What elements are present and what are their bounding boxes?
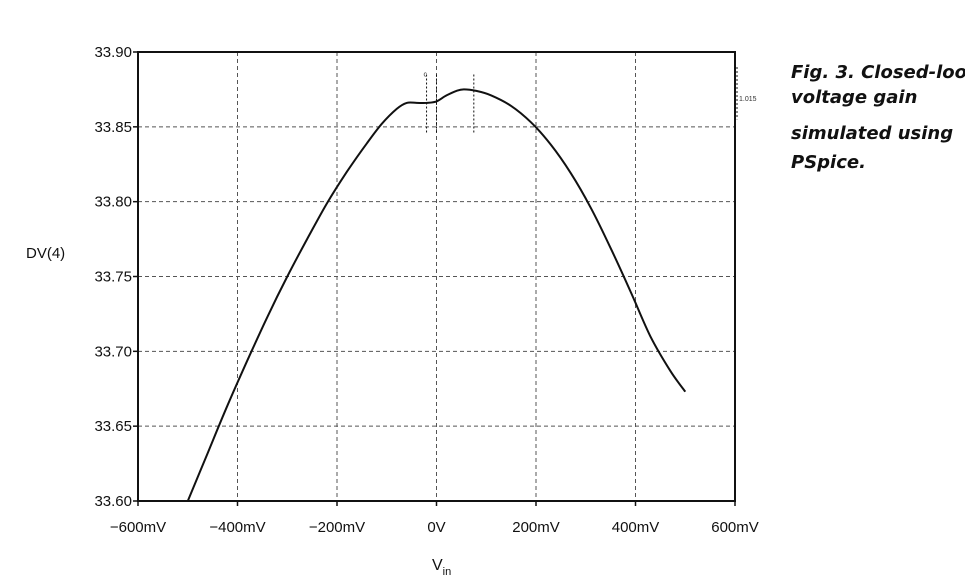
grid	[138, 52, 735, 501]
y-axis-ticks: 33.90 33.85 33.80 33.75 33.70 33.65 33.60	[94, 44, 138, 510]
y-tick-label-0: 33.90	[94, 44, 132, 61]
x-axis-label-main: V	[432, 557, 443, 574]
cursor-markers: c 1.015	[424, 66, 757, 135]
caption-line-1: Fig. 3. Closed-loop	[791, 62, 965, 83]
x-tick-label-2: −200mV	[309, 519, 365, 536]
x-tick-label-6: 600mV	[711, 519, 759, 536]
figure-caption: Fig. 3. Closed-loop voltage gain simulat…	[791, 62, 965, 173]
y-tick-label-3: 33.75	[94, 269, 132, 286]
caption-line-2: voltage gain	[791, 87, 917, 108]
caption-line-3: simulated using	[791, 123, 953, 144]
x-tick-label-0: −600mV	[110, 519, 166, 536]
y-tick-label-4: 33.70	[94, 343, 132, 360]
x-tick-label-3: 0V	[427, 519, 445, 536]
series-line-dv4	[186, 88, 687, 502]
x-axis-label: Vin	[432, 557, 451, 578]
y-tick-label-2: 33.80	[94, 194, 132, 211]
y-axis-label: DV(4)	[26, 245, 65, 262]
x-axis-label-subscript: in	[443, 566, 452, 578]
x-tick-label-4: 200mV	[512, 519, 560, 536]
x-axis-ticks: −600mV −400mV −200mV 0V 200mV 400mV 600mV	[110, 501, 759, 536]
x-tick-label-5: 400mV	[612, 519, 660, 536]
caption-line-4: PSpice.	[791, 152, 866, 173]
x-tick-label-1: −400mV	[209, 519, 265, 536]
cursor-marker-right-label: 1.015	[739, 96, 757, 103]
y-tick-label-1: 33.85	[94, 119, 132, 136]
y-tick-label-6: 33.60	[94, 493, 132, 510]
y-tick-label-5: 33.65	[94, 418, 132, 435]
cursor-marker-label-0: c	[424, 71, 428, 78]
